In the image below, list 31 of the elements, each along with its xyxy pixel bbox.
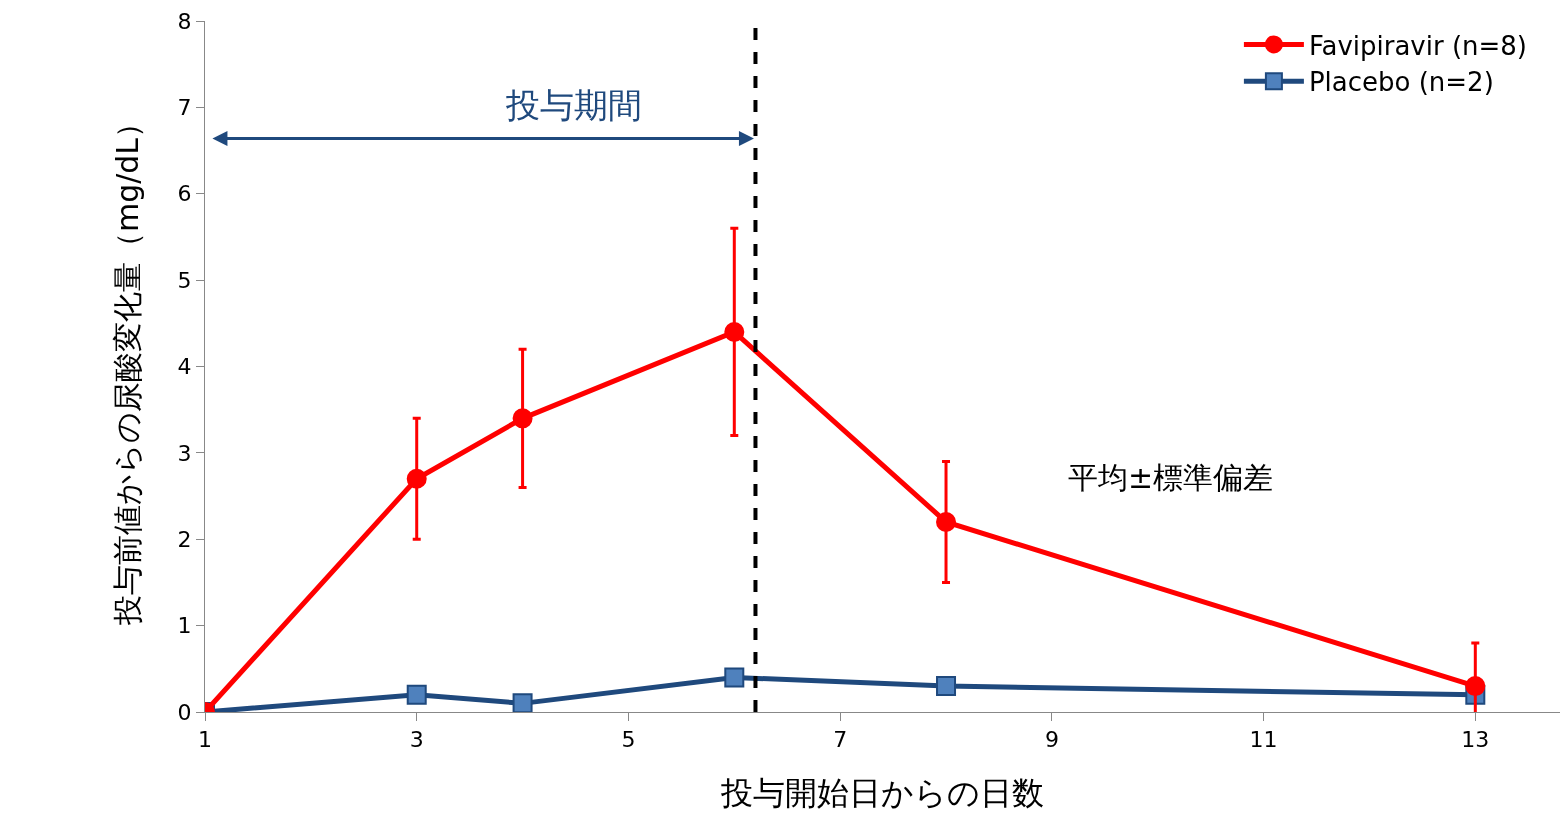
point [724,321,745,342]
y-tick-label: 3 [177,440,192,466]
y-tick-label: 2 [177,526,192,552]
y-tick-label: 8 [177,8,192,34]
x-tick-label: 3 [409,727,424,753]
y-axis-title: 投与前値からの尿酸変化量（mg/dL） [109,107,145,627]
annotation: 平均±標準偏差 [1068,460,1274,495]
y-tick-label: 7 [177,95,192,121]
y-tick-label: 1 [177,613,192,639]
point [512,408,533,429]
y-tick-label: 5 [177,267,192,293]
point [936,511,957,532]
point [936,676,957,697]
x-tick-label: 9 [1044,727,1059,753]
x-tick-label: 1 [198,727,212,753]
y-tick-label: 4 [177,354,192,380]
point [406,684,427,705]
legend-label: Placebo (n=2) [1308,67,1494,98]
x-axis-title: 投与開始日からの日数 [720,774,1044,813]
x-tick-label: 11 [1249,727,1278,753]
point [1465,676,1486,697]
x-tick-label: 5 [621,727,636,753]
point [724,667,745,688]
x-tick-label: 7 [833,727,848,753]
x-tick-label: 13 [1461,727,1490,753]
annotation: 投与期間 [505,85,642,125]
point [512,693,533,712]
point [406,468,427,489]
legend-label: Favipiravir (n=8) [1308,30,1528,61]
y-tick-label: 0 [177,699,192,725]
y-tick-label: 6 [177,181,192,207]
